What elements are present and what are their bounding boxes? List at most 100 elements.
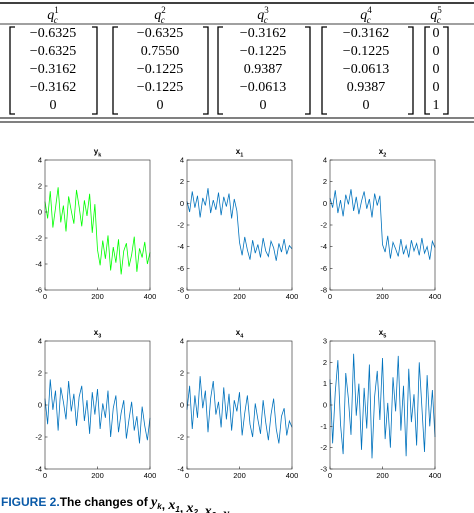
cell: 0	[433, 44, 440, 59]
cell: 0.7550	[141, 44, 180, 59]
y-tick-label: -2	[320, 443, 327, 452]
cell: −0.6325	[137, 26, 183, 41]
chart-title: yk	[94, 147, 102, 159]
y-tick-label: -3	[320, 465, 327, 474]
y-tick-label: -1	[320, 422, 327, 431]
cell: −0.3162	[343, 26, 389, 41]
cell: 0.9387	[347, 80, 386, 95]
series-line	[329, 353, 436, 459]
y-tick-label: -4	[177, 242, 184, 251]
title-sub: 3	[98, 334, 101, 340]
chart-title: x1	[236, 147, 244, 159]
plot-frame	[186, 159, 293, 291]
bracket	[217, 26, 223, 115]
x-tick-label: 0	[328, 292, 332, 301]
y-tick-label: 2	[180, 369, 184, 378]
caption: FIGURE 2.The changes of yk, x1, x2, x3, …	[1, 495, 389, 513]
bracket	[9, 26, 15, 115]
y-tick-label: -2	[35, 433, 42, 442]
series-line	[186, 188, 293, 261]
caption-text: ,	[216, 507, 223, 513]
header-sup: 2	[161, 5, 166, 15]
caption-sub: 3	[212, 511, 217, 513]
cell: −0.3162	[30, 80, 76, 95]
x-tick-label: 400	[286, 292, 299, 301]
header-base: q	[154, 8, 161, 23]
cell: −0.6325	[30, 44, 76, 59]
title-main: x	[236, 147, 241, 156]
caption-sub: k	[157, 502, 162, 511]
header: q2 c	[154, 5, 166, 25]
cell: 0	[157, 98, 164, 113]
cell: −0.3162	[30, 62, 76, 77]
title-sub: 4	[240, 334, 244, 340]
chart-title: x3	[94, 328, 102, 340]
caption-math: y	[149, 495, 158, 510]
caption-text: ,	[180, 501, 187, 513]
chart-title: x2	[379, 147, 387, 159]
y-tick-label: -8	[320, 286, 327, 295]
y-tick-label: -4	[35, 260, 42, 269]
caption-text: The changes of	[60, 495, 151, 509]
series-line	[44, 187, 151, 275]
header-sub: c	[437, 15, 441, 25]
caption-text: ,	[198, 504, 205, 513]
series-line	[44, 379, 151, 444]
series-line	[329, 189, 436, 260]
header: q3 c	[257, 5, 269, 25]
y-tick-label: -2	[320, 221, 327, 230]
caption-math: x	[204, 504, 212, 513]
caption-text: ,	[162, 498, 169, 512]
y-tick-label: -8	[177, 286, 184, 295]
y-tick-label: 0	[323, 199, 327, 208]
bracket	[321, 26, 327, 115]
plot-frame	[44, 159, 151, 291]
bracket	[92, 26, 98, 115]
bracket	[424, 26, 430, 115]
x-tick-label: 200	[233, 471, 246, 480]
x-tick-label: 200	[91, 292, 104, 301]
y-tick-label: -4	[177, 465, 184, 474]
y-tick-label: -2	[177, 433, 184, 442]
caption-math: x	[222, 507, 230, 513]
caption-math: x	[240, 510, 248, 513]
y-tick-label: -6	[35, 286, 42, 295]
header: q1 c	[47, 5, 59, 25]
title-main: x	[379, 147, 384, 156]
x-tick-label: 0	[185, 292, 189, 301]
caption-math: x	[186, 501, 194, 513]
y-tick-label: 1	[323, 379, 327, 388]
y-tick-label: 0	[38, 208, 42, 217]
header-sup: 3	[264, 5, 269, 15]
header-sub: c	[161, 15, 165, 25]
title-sub: 5	[383, 334, 386, 340]
plot-frame	[329, 159, 436, 291]
y-tick-label: 0	[180, 401, 184, 410]
header-sup: 5	[437, 5, 442, 15]
series-line	[186, 376, 293, 444]
cell: 0	[50, 98, 57, 113]
y-tick-label: 2	[323, 177, 327, 186]
title-main: x	[94, 328, 99, 337]
y-tick-label: 2	[38, 369, 42, 378]
y-tick-label: -2	[177, 221, 184, 230]
x-tick-label: 400	[286, 471, 299, 480]
y-tick-label: -6	[320, 264, 327, 273]
title-sub: k	[98, 153, 102, 159]
bracket	[443, 26, 449, 115]
y-tick-label: 4	[38, 156, 42, 165]
header: q5 c	[430, 5, 442, 25]
caption-math: x	[167, 498, 175, 513]
cell: 0	[433, 80, 440, 95]
y-tick-label: 0	[180, 199, 184, 208]
caption-label: FIGURE 2.	[1, 495, 60, 509]
x-tick-label: 0	[328, 471, 332, 480]
x-tick-label: 400	[429, 292, 442, 301]
cell: −0.3162	[240, 26, 286, 41]
x-tick-label: 200	[91, 471, 104, 480]
title-main: x	[236, 328, 241, 337]
cell: 1	[433, 98, 440, 113]
bracket	[203, 26, 209, 115]
y-tick-label: 4	[38, 337, 42, 346]
